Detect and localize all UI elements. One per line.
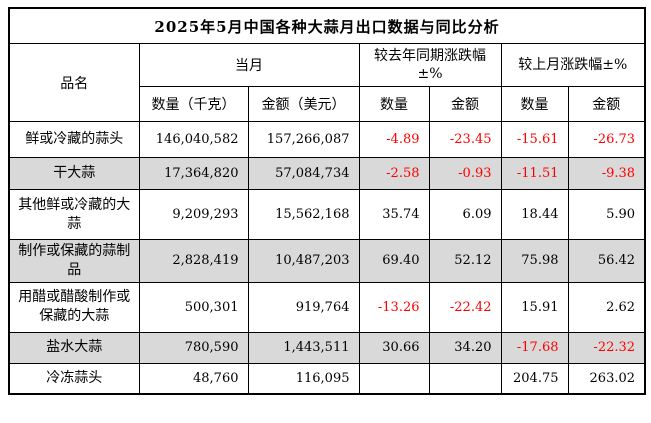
mom-qty-cell: -15.61 [500, 121, 569, 158]
col-header-product: 品名 [8, 43, 140, 122]
col-header-yoy-qty: 数量 [358, 86, 430, 122]
yoy-qty-cell: 69.40 [358, 239, 430, 283]
yoy-qty-cell: 30.66 [358, 331, 430, 364]
mom-amt-cell: -22.32 [567, 331, 646, 364]
yoy-amt-cell: -22.42 [428, 281, 502, 333]
col-header-vs-last-year: 较去年同期涨跌幅±% [358, 43, 502, 87]
mom-qty-cell: -11.51 [500, 157, 569, 190]
mom-qty-cell: -17.68 [500, 331, 569, 364]
product-name: 盐水大蒜 [8, 331, 140, 364]
qty-kg-cell: 2,828,419 [138, 239, 249, 283]
amt-usd-cell: 10,487,203 [247, 239, 360, 283]
yoy-amt-cell: -23.45 [428, 121, 502, 158]
col-header-mom-qty: 数量 [500, 86, 569, 122]
yoy-qty-cell: -13.26 [358, 281, 430, 333]
yoy-qty-cell: 35.74 [358, 189, 430, 240]
yoy-amt-cell: 52.12 [428, 239, 502, 283]
yoy-amt-cell [428, 362, 502, 395]
amt-usd-cell: 15,562,168 [247, 189, 360, 240]
amt-usd-cell: 116,095 [247, 362, 360, 395]
product-name: 其他鲜或冷藏的大蒜 [8, 189, 140, 240]
mom-amt-cell: -26.73 [567, 121, 646, 158]
product-name: 干大蒜 [8, 157, 140, 190]
table-title: 2025年5月中国各种大蒜月出口数据与同比分析 [8, 7, 646, 44]
col-header-yoy-amt: 金额 [428, 86, 502, 122]
amt-usd-cell: 1,443,511 [247, 331, 360, 364]
col-header-amt-usd: 金额（美元） [247, 86, 360, 122]
product-name: 制作或保藏的蒜制品 [8, 239, 140, 283]
mom-qty-cell: 18.44 [500, 189, 569, 240]
garlic-export-table: 2025年5月中国各种大蒜月出口数据与同比分析 品名 当月 较去年同期涨跌幅±%… [8, 7, 647, 396]
table-row: 其他鲜或冷藏的大蒜 9,209,293 15,562,168 35.74 6.0… [8, 189, 646, 240]
mom-qty-cell: 15.91 [500, 281, 569, 333]
product-name: 鲜或冷藏的蒜头 [8, 121, 140, 158]
mom-amt-cell: -9.38 [567, 157, 646, 190]
amt-usd-cell: 919,764 [247, 281, 360, 333]
mom-amt-cell: 5.90 [567, 189, 646, 240]
col-header-vs-last-month: 较上月涨跌幅±% [500, 43, 646, 87]
amt-usd-cell: 57,084,734 [247, 157, 360, 190]
amt-usd-cell: 157,266,087 [247, 121, 360, 158]
yoy-amt-cell: -0.93 [428, 157, 502, 190]
qty-kg-cell: 9,209,293 [138, 189, 249, 240]
table-row: 制作或保藏的蒜制品 2,828,419 10,487,203 69.40 52.… [8, 239, 646, 283]
yoy-amt-cell: 34.20 [428, 331, 502, 364]
yoy-amt-cell: 6.09 [428, 189, 502, 240]
product-name: 冷冻蒜头 [8, 362, 140, 395]
table-row: 鲜或冷藏的蒜头 146,040,582 157,266,087 -4.89 -2… [8, 121, 646, 158]
qty-kg-cell: 780,590 [138, 331, 249, 364]
qty-kg-cell: 17,364,820 [138, 157, 249, 190]
qty-kg-cell: 48,760 [138, 362, 249, 395]
col-header-current-month: 当月 [138, 43, 360, 87]
qty-kg-cell: 500,301 [138, 281, 249, 333]
yoy-qty-cell [358, 362, 430, 395]
table-row: 盐水大蒜 780,590 1,443,511 30.66 34.20 -17.6… [8, 331, 646, 364]
mom-amt-cell: 56.42 [567, 239, 646, 283]
mom-qty-cell: 75.98 [500, 239, 569, 283]
mom-amt-cell: 263.02 [567, 362, 646, 395]
col-header-mom-amt: 金额 [567, 86, 646, 122]
table-row: 用醋或醋酸制作或保藏的大蒜 500,301 919,764 -13.26 -22… [8, 281, 646, 333]
qty-kg-cell: 146,040,582 [138, 121, 249, 158]
table-row: 干大蒜 17,364,820 57,084,734 -2.58 -0.93 -1… [8, 157, 646, 190]
product-name: 用醋或醋酸制作或保藏的大蒜 [8, 281, 140, 333]
yoy-qty-cell: -4.89 [358, 121, 430, 158]
mom-amt-cell: 2.62 [567, 281, 646, 333]
yoy-qty-cell: -2.58 [358, 157, 430, 190]
mom-qty-cell: 204.75 [500, 362, 569, 395]
col-header-qty-kg: 数量（千克） [138, 86, 249, 122]
table-row: 冷冻蒜头 48,760 116,095 204.75 263.02 [8, 362, 646, 395]
